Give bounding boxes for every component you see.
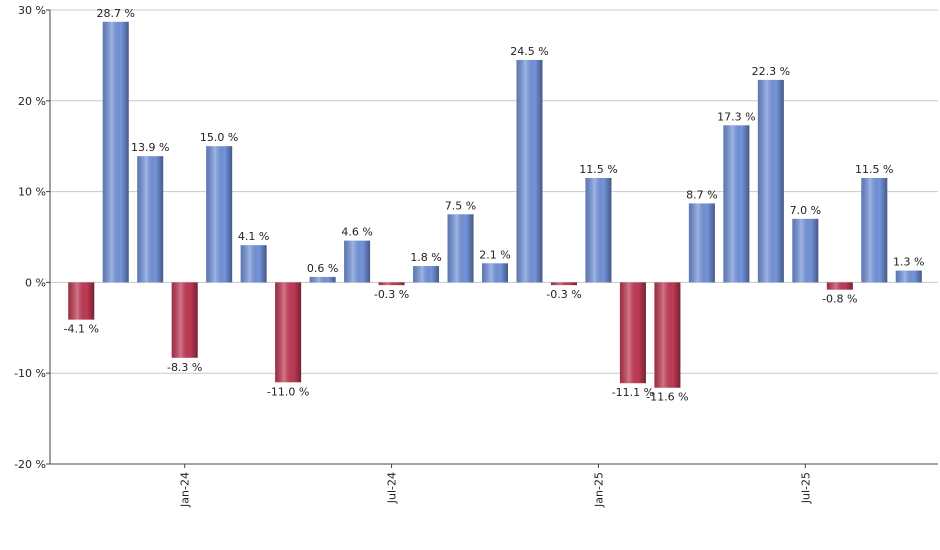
value-label: 2.1 % [479,248,510,261]
value-label: 8.7 % [686,188,717,201]
value-label: -11.0 % [267,385,309,398]
value-label: -11.1 % [612,386,654,399]
y-tick-label: 10 % [18,186,46,199]
y-tick-label: -20 % [14,458,46,471]
value-label: 4.6 % [341,226,372,239]
value-label: 11.5 % [579,163,617,176]
value-label: 15.0 % [200,131,238,144]
x-tick-label: Jan-24 [179,472,192,508]
value-label: -0.3 % [546,288,581,301]
x-tick-label: Jul-25 [799,472,812,504]
value-label: -4.1 % [64,323,99,336]
value-label: 28.7 % [96,7,134,20]
value-label: -8.3 % [167,361,202,374]
value-label: 7.5 % [445,199,476,212]
value-label: 0.6 % [307,262,338,275]
value-label: 1.3 % [893,256,924,269]
x-tick-label: Jul-24 [386,472,399,504]
value-label: -0.3 % [374,288,409,301]
value-label: 7.0 % [790,204,821,217]
value-label: 11.5 % [855,163,893,176]
value-label: 24.5 % [510,45,548,58]
y-tick-label: 30 % [18,4,46,17]
value-label: 13.9 % [131,141,169,154]
y-tick-label: 20 % [18,95,46,108]
x-tick-label: Jan-25 [592,472,605,508]
y-tick-label: 0 % [25,276,46,289]
value-label: -11.6 % [646,391,688,404]
y-tick-label: -10 % [14,367,46,380]
value-label: -0.8 % [822,293,857,306]
value-label: 17.3 % [717,110,755,123]
value-label: 1.8 % [410,251,441,264]
value-label: 4.1 % [238,230,269,243]
value-label: 22.3 % [752,65,790,78]
